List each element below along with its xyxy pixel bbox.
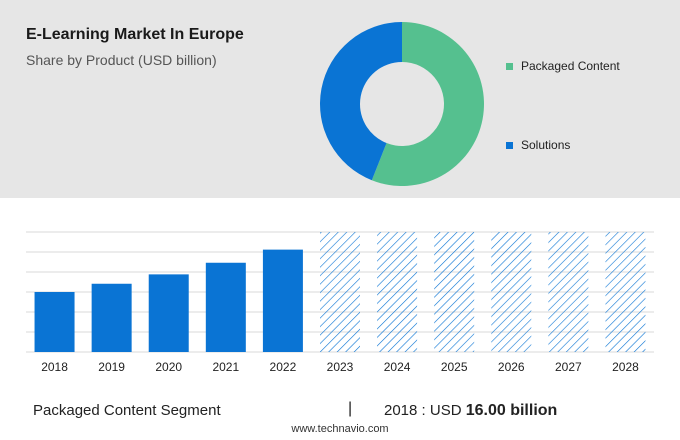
forecast-bar-2023 — [320, 232, 360, 352]
x-tick-label-2021: 2021 — [212, 360, 239, 374]
donut-slice-solutions — [320, 22, 402, 181]
chart-title: E-Learning Market In Europe — [26, 26, 244, 43]
forecast-bar-2028 — [605, 232, 646, 352]
legend-swatch-packaged — [506, 62, 513, 70]
forecast-bar-2027 — [548, 232, 589, 352]
bar-2020 — [148, 274, 189, 352]
legend-item-packaged-content: Packaged Content — [506, 59, 620, 73]
x-tick-label-2025: 2025 — [441, 360, 468, 374]
legend-label-solutions: Solutions — [521, 138, 571, 152]
bar-chart: 2018 2019 2020 2021 2022 2023 2024 2025 2026 2027… — [26, 231, 654, 374]
base-year-value: 2018 : USD 16.00 billion — [384, 402, 557, 420]
forecast-bar-2026 — [491, 232, 532, 352]
donut-slice-packaged-content — [371, 22, 484, 186]
x-tick-label-2027: 2027 — [555, 360, 582, 374]
chart-subtitle: Share by Product (USD billion) — [26, 52, 217, 68]
x-tick-label-2026: 2026 — [498, 360, 525, 374]
source-link[interactable]: www.technavio.com — [291, 423, 389, 435]
x-tick-label-2022: 2022 — [270, 360, 297, 374]
x-tick-label-2028: 2028 — [612, 360, 639, 374]
x-tick-label-2018: 2018 — [41, 360, 68, 374]
bar-2019 — [91, 283, 132, 352]
base-year-amount: 16.00 billion — [465, 402, 558, 419]
x-tick-label-2024: 2024 — [384, 360, 411, 374]
x-tick-label-2023: 2023 — [327, 360, 354, 374]
bar-2018 — [34, 292, 75, 352]
legend-label-packaged: Packaged Content — [521, 59, 620, 73]
forecast-bar-2025 — [434, 232, 475, 352]
legend-swatch-solutions — [506, 141, 513, 149]
x-tick-label-2019: 2019 — [98, 360, 125, 374]
donut-chart — [318, 20, 486, 188]
base-year-prefix: 2018 : USD — [384, 402, 462, 419]
forecast-bar-2024 — [377, 232, 418, 352]
segment-label: Packaged Content Segment — [33, 402, 221, 419]
bar-2021 — [205, 262, 246, 352]
bar-2022 — [262, 249, 303, 352]
legend-item-solutions: Solutions — [506, 138, 570, 152]
x-tick-label-2020: 2020 — [155, 360, 182, 374]
footer-separator: | — [348, 400, 353, 417]
